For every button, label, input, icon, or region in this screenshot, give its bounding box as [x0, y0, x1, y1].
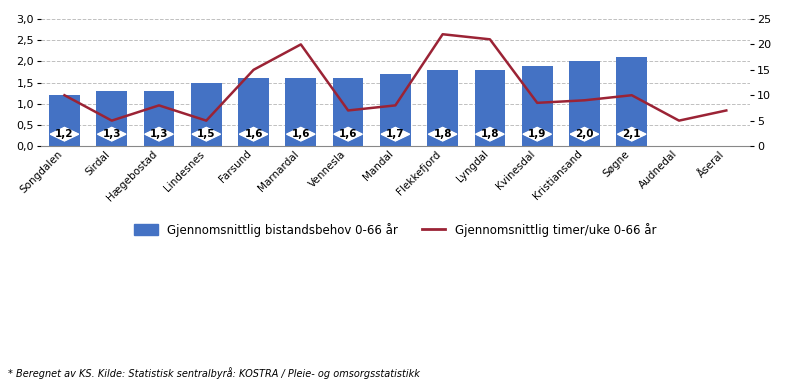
Polygon shape [428, 127, 457, 141]
Bar [144, 91, 174, 146]
Polygon shape [381, 127, 410, 141]
Text: 1,2: 1,2 [55, 129, 74, 139]
Text: 1,3: 1,3 [150, 129, 168, 139]
Bar [616, 57, 647, 146]
Polygon shape [287, 127, 315, 141]
Polygon shape [192, 127, 220, 141]
Text: 1,8: 1,8 [433, 129, 452, 139]
Text: 1,6: 1,6 [339, 129, 358, 139]
Polygon shape [618, 127, 646, 141]
Text: 2,0: 2,0 [575, 129, 593, 139]
Text: 1,3: 1,3 [102, 129, 121, 139]
Text: 1,5: 1,5 [197, 129, 215, 139]
Text: 1,6: 1,6 [244, 129, 263, 139]
Bar [522, 66, 553, 146]
Polygon shape [476, 127, 504, 141]
Polygon shape [97, 127, 126, 141]
Polygon shape [240, 127, 268, 141]
Bar [428, 70, 458, 146]
Polygon shape [571, 127, 599, 141]
Polygon shape [145, 127, 173, 141]
Bar [191, 83, 222, 146]
Polygon shape [334, 127, 362, 141]
Legend: Gjennomsnittlig bistandsbehov 0-66 år, Gjennomsnittlig timer/uke 0-66 år: Gjennomsnittlig bistandsbehov 0-66 år, G… [130, 218, 661, 242]
Text: 1,9: 1,9 [528, 129, 546, 139]
Text: 1,8: 1,8 [481, 129, 499, 139]
Bar [97, 91, 127, 146]
Bar [569, 61, 600, 146]
Text: 2,1: 2,1 [623, 129, 641, 139]
Bar [332, 78, 363, 146]
Bar [380, 74, 411, 146]
Bar [49, 95, 80, 146]
Polygon shape [523, 127, 552, 141]
Polygon shape [50, 127, 79, 141]
Text: * Beregnet av KS. Kilde: Statistisk sentralbyrå: KOSTRA / Pleie- og omsorgsstati: * Beregnet av KS. Kilde: Statistisk sent… [8, 367, 420, 379]
Text: 1,7: 1,7 [386, 129, 405, 139]
Bar [475, 70, 505, 146]
Text: 1,6: 1,6 [292, 129, 310, 139]
Bar [238, 78, 269, 146]
Bar [285, 78, 316, 146]
